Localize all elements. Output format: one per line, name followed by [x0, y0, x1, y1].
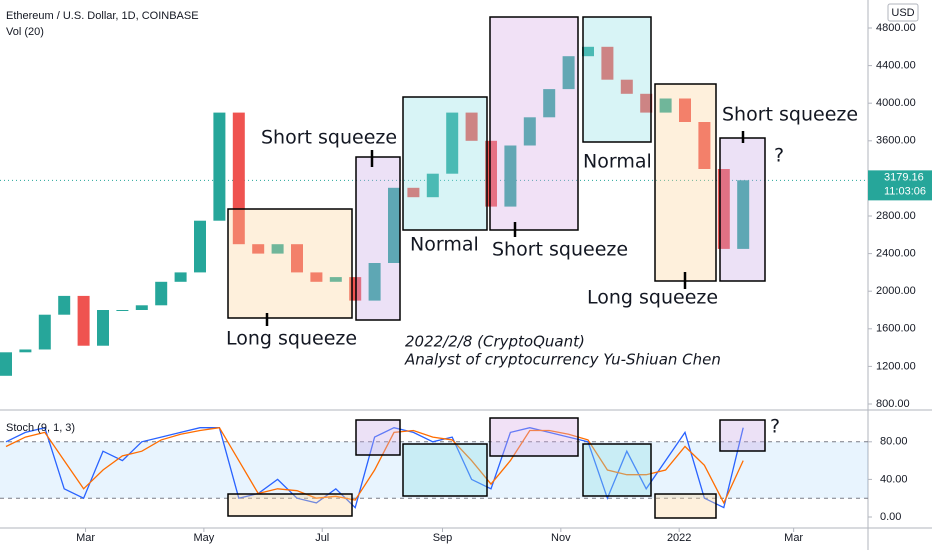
- box: [355, 419, 401, 456]
- candle: [38, 314, 51, 350]
- box: [489, 16, 579, 231]
- candle: [155, 281, 168, 306]
- candle: [620, 79, 633, 94]
- candle: [601, 46, 614, 80]
- annotation: Normal: [583, 151, 652, 173]
- candle: [562, 56, 575, 90]
- stoch-label: Stoch (9, 1, 3): [6, 422, 75, 434]
- x-tick-label: Sep: [433, 532, 453, 544]
- currency: USD: [891, 7, 914, 19]
- candle: [368, 263, 381, 301]
- candle: [232, 112, 245, 245]
- candle: [407, 187, 420, 198]
- candle: [116, 310, 129, 311]
- annotation: Long squeeze: [226, 328, 357, 350]
- y-tick-label: 1600.00: [876, 323, 916, 335]
- candle: [271, 244, 284, 254]
- stoch-line: [5, 426, 744, 505]
- volume-label: Vol (20): [6, 26, 44, 38]
- y-tick-label: 0.00: [880, 511, 901, 523]
- y-tick-label: 4800.00: [876, 22, 916, 34]
- candle: [97, 310, 109, 346]
- y-tick-label: 4400.00: [876, 60, 916, 72]
- candle: [659, 98, 672, 113]
- candle: [388, 187, 400, 263]
- annotation: ?: [774, 145, 784, 167]
- annotation: Short squeeze: [722, 104, 858, 126]
- y-tick-label: 800.00: [876, 398, 910, 410]
- candle: [679, 98, 691, 122]
- candle: [252, 244, 265, 254]
- x-tick-label: Mar: [784, 532, 803, 544]
- candle: [504, 145, 517, 207]
- box: [227, 208, 353, 319]
- x-tick-label: Mar: [76, 532, 95, 544]
- candle: [174, 272, 187, 282]
- box: [355, 156, 401, 321]
- x-tick-label: Jul: [315, 532, 329, 544]
- y-tick-label: 2000.00: [876, 285, 916, 297]
- title: Ethereum / U.S. Dollar, 1D, COINBASE: [6, 10, 199, 22]
- annotation: Short squeeze: [492, 239, 628, 261]
- candle: [698, 122, 711, 169]
- candle: [194, 220, 206, 273]
- y-tick-label: 3600.00: [876, 135, 916, 147]
- y-tick-label: 40.00: [880, 473, 908, 485]
- candle: [737, 180, 750, 249]
- box: [489, 417, 579, 457]
- candle: [19, 349, 32, 353]
- y-tick-label: 1200.00: [876, 360, 916, 372]
- box: [402, 443, 488, 497]
- candle: [485, 140, 497, 207]
- boxes: [227, 16, 766, 519]
- y-tick-label: 2400.00: [876, 248, 916, 260]
- candle: [58, 295, 71, 315]
- candle: [543, 89, 556, 118]
- candle: [310, 272, 323, 282]
- annotation: Long squeeze: [587, 287, 718, 309]
- y-tick-label: 80.00: [880, 436, 908, 448]
- last-price-badge: [868, 170, 932, 201]
- box: [402, 96, 488, 231]
- box: [719, 137, 766, 282]
- candle: [640, 93, 653, 113]
- candle: [446, 112, 459, 174]
- candle: [426, 173, 439, 198]
- annotation: Short squeeze: [261, 127, 397, 149]
- x-tick-label: Nov: [551, 532, 571, 544]
- candle: [135, 305, 148, 310]
- box: [582, 16, 652, 143]
- x-tick-label: 2022: [667, 532, 691, 544]
- candle: [582, 46, 594, 57]
- box: [227, 493, 353, 517]
- candle: [465, 112, 478, 141]
- candle: [0, 352, 12, 376]
- y-tick-label: 4000.00: [876, 97, 916, 109]
- pointers: [265, 131, 745, 326]
- candle: [523, 117, 536, 146]
- last-price: 3179.16: [884, 171, 924, 183]
- currency-badge[interactable]: [887, 3, 919, 22]
- box: [654, 493, 717, 519]
- credit: Analyst of cryptocurrency Yu-Shiuan Chen: [404, 351, 721, 369]
- annotation: ?: [770, 416, 780, 438]
- candle: [291, 244, 303, 273]
- y-tick-label: 2800.00: [876, 210, 916, 222]
- countdown: 11:03:06: [884, 185, 926, 197]
- box: [582, 443, 652, 497]
- x-tick-label: May: [193, 532, 214, 544]
- credit: 2022/2/8 (CryptoQuant): [405, 333, 585, 351]
- annotation: Normal: [410, 234, 479, 256]
- box: [654, 83, 717, 282]
- box: [719, 419, 766, 452]
- candle: [329, 277, 342, 282]
- candle: [77, 295, 90, 346]
- candle: [213, 112, 226, 221]
- candle: [717, 169, 730, 249]
